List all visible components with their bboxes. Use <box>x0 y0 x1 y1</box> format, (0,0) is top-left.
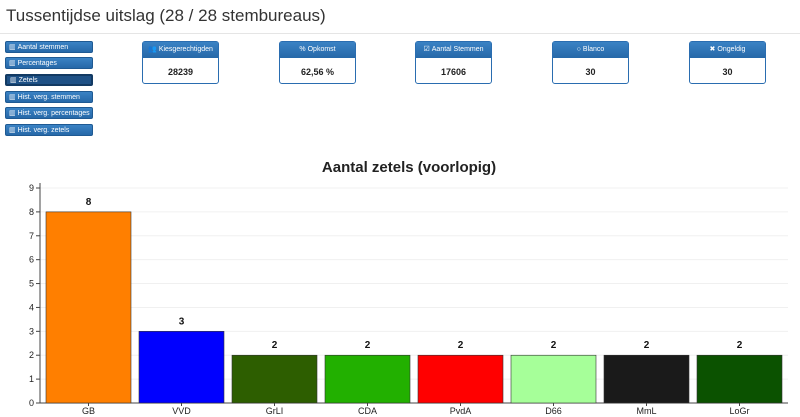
data-label: 2 <box>458 340 464 351</box>
stat-label: Blanco <box>582 46 605 53</box>
bar-chart-icon: ▥ <box>10 77 17 84</box>
y-tick-label: 6 <box>29 255 34 265</box>
stat-header: ☑ Aantal Stemmen <box>416 42 491 58</box>
y-tick-label: 7 <box>29 231 34 241</box>
circle-icon: ○ <box>576 46 581 53</box>
nav-button-aantal-stemmen[interactable]: ▥ Aantal stemmen <box>5 41 93 53</box>
bar-chart-icon: ▥ <box>9 110 16 117</box>
nav-button-label: Hist. verg. percentages <box>17 110 90 117</box>
stat-header: 👥 Kiesgerechtigden <box>143 42 218 58</box>
checkbox-icon: ☑ <box>423 46 430 53</box>
stat-label: Aantal Stemmen <box>431 46 484 53</box>
data-label: 2 <box>551 340 557 351</box>
x-tick-label: GB <box>82 406 95 416</box>
y-tick-label: 1 <box>29 374 34 384</box>
nav-button-label: Percentages <box>17 60 57 67</box>
stat-value: 17606 <box>440 67 467 77</box>
bar-grli <box>231 354 318 404</box>
x-tick-label: VVD <box>172 406 191 416</box>
nav-button-label: Hist. verg. zetels <box>17 127 70 134</box>
stat-box-ongeldig: ✖ Ongeldig 30 <box>689 41 766 84</box>
x-tick-label: GrLI <box>266 406 284 416</box>
x-tick-label: CDA <box>358 406 377 416</box>
bar-mml <box>603 354 690 404</box>
x-tick-label: D66 <box>545 406 562 416</box>
cross-icon: ✖ <box>709 46 716 53</box>
stat-header: ✖ Ongeldig <box>690 42 765 58</box>
nav-button-hist-verg-zetels[interactable]: ▥ Hist. verg. zetels <box>5 124 93 136</box>
y-tick-label: 4 <box>29 302 34 312</box>
bar-cda <box>324 354 411 404</box>
nav-button-percentages[interactable]: ▥ Percentages <box>5 57 93 69</box>
stat-box-opkomst: % Opkomst 62,56 % <box>279 41 356 84</box>
bar-pvda <box>417 354 504 404</box>
stat-box-aantal-stemmen: ☑ Aantal Stemmen 17606 <box>415 41 492 84</box>
nav-button-hist-verg-stemmen[interactable]: ▥ Hist. verg. stemmen <box>5 91 93 103</box>
data-label: 2 <box>272 340 278 351</box>
nav-button-label: Hist. verg. stemmen <box>17 94 80 101</box>
users-icon: 👥 <box>148 46 157 53</box>
stat-box-blanco: ○ Blanco 30 <box>552 41 629 84</box>
stat-label: Kiesgerechtigden <box>158 46 213 53</box>
percent-icon: % <box>299 46 306 53</box>
stat-value: 30 <box>585 67 596 77</box>
stat-value: 28239 <box>167 67 194 77</box>
chart-title: Aantal zetels (voorlopig) <box>322 159 496 176</box>
stat-header: % Opkomst <box>280 42 355 58</box>
bar-logr <box>696 354 783 404</box>
bar-chart-icon: ▥ <box>9 60 16 67</box>
y-tick-label: 2 <box>29 350 34 360</box>
bar-chart-icon: ▥ <box>9 44 16 51</box>
bar-d66 <box>510 354 597 404</box>
data-label: 3 <box>179 316 185 327</box>
stat-header: ○ Blanco <box>553 42 628 58</box>
stat-label: Opkomst <box>307 46 336 53</box>
stat-box-kiesgerechtigden: 👥 Kiesgerechtigden 28239 <box>142 41 219 84</box>
x-tick-label: MmL <box>637 406 657 416</box>
bar-gb <box>45 211 132 404</box>
data-label: 2 <box>644 340 650 351</box>
y-tick-label: 8 <box>29 207 34 217</box>
bar-chart-icon: ▥ <box>9 94 16 101</box>
data-label: 8 <box>86 197 92 208</box>
bar-vvd <box>138 331 225 404</box>
x-tick-label: PvdA <box>450 406 472 416</box>
stat-value: 30 <box>722 67 733 77</box>
data-label: 2 <box>365 340 371 351</box>
y-tick-label: 0 <box>29 398 34 408</box>
y-tick-label: 5 <box>29 279 34 289</box>
nav-button-label: Zetels <box>18 77 38 84</box>
stat-label: Ongeldig <box>717 46 746 53</box>
x-tick-label: LoGr <box>729 406 749 416</box>
y-tick-label: 3 <box>29 326 34 336</box>
nav-button-zetels[interactable]: ▥ Zetels <box>5 74 93 86</box>
bar-chart-icon: ▥ <box>9 127 16 134</box>
y-tick-label: 9 <box>29 183 34 193</box>
stat-value: 62,56 % <box>300 67 335 77</box>
page-title: Tussentijdse uitslag (28 / 28 stembureau… <box>6 6 326 25</box>
nav-button-hist-verg-percentages[interactable]: ▥ Hist. verg. percentages <box>5 107 93 119</box>
nav-button-label: Aantal stemmen <box>17 44 69 51</box>
top-bar: Tussentijdse uitslag (28 / 28 stembureau… <box>0 0 800 34</box>
data-label: 2 <box>737 340 743 351</box>
